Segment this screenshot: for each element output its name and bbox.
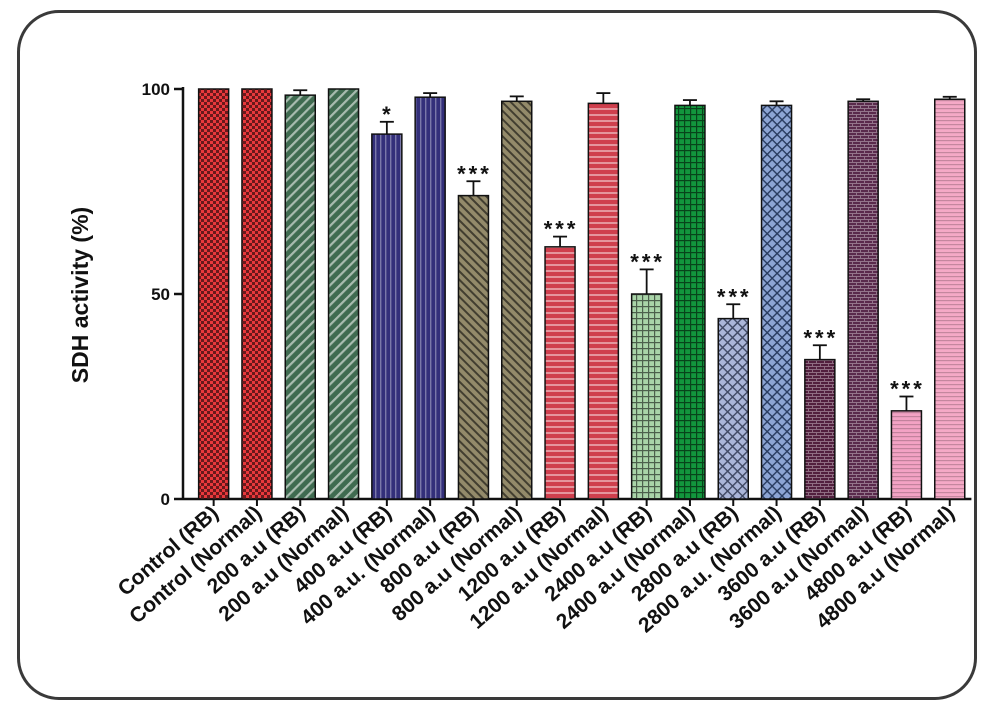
error-bar-8: [509, 95, 524, 102]
error-bars: [293, 89, 957, 411]
error-bar-3: [293, 89, 308, 96]
y-axis-title: SDH activity (%): [67, 207, 93, 383]
bars: [197, 88, 966, 500]
significance-marker-15: ***: [804, 325, 839, 350]
error-bar-18: [942, 95, 957, 100]
bar-6: [414, 96, 446, 500]
error-bar-15: [812, 344, 827, 360]
bar-18: [934, 98, 966, 500]
bar-2: [241, 88, 273, 500]
bar-5: [371, 133, 403, 500]
error-bar-11: [639, 268, 654, 294]
bar-9: [544, 246, 576, 500]
error-bar-6: [423, 92, 438, 98]
error-bar-10: [596, 92, 611, 104]
error-bar-5: [379, 120, 394, 135]
error-bar-17: [899, 395, 914, 411]
error-bar-9: [553, 235, 568, 247]
bar-4: [327, 88, 360, 500]
significance-marker-9: ***: [544, 217, 579, 242]
bar-14: [760, 104, 793, 500]
error-bar-16: [856, 98, 871, 102]
bar-12: [674, 104, 706, 500]
significance-marker-5: *: [382, 102, 394, 127]
chart-frame: [17, 10, 977, 700]
significance-marker-17: ***: [890, 377, 925, 402]
bar-13: [717, 317, 749, 500]
bar-8: [501, 100, 533, 500]
bar-11: [630, 293, 663, 500]
significance-labels: *******************: [382, 102, 925, 402]
y-tick-label: 100: [142, 80, 170, 99]
bar-17: [890, 410, 923, 500]
bar-16: [847, 100, 879, 500]
error-bar-14: [769, 100, 784, 106]
error-bar-13: [726, 303, 741, 319]
error-bar-7: [466, 180, 481, 196]
x-tick-labels: Control (RB)Control (Normal)200 a.u (RB)…: [114, 501, 959, 637]
bar-10: [587, 102, 620, 500]
y-tick-label: 50: [151, 285, 170, 304]
bar-15: [804, 358, 836, 500]
bar-7: [457, 194, 490, 500]
y-tick-label: 0: [161, 490, 170, 509]
significance-marker-11: ***: [630, 249, 665, 274]
significance-marker-7: ***: [457, 161, 492, 186]
error-bar-12: [682, 99, 697, 106]
bar-3: [284, 94, 316, 500]
y-axis: 0 50 100: [142, 80, 185, 509]
significance-marker-13: ***: [717, 284, 752, 309]
bar-1: [197, 88, 230, 500]
